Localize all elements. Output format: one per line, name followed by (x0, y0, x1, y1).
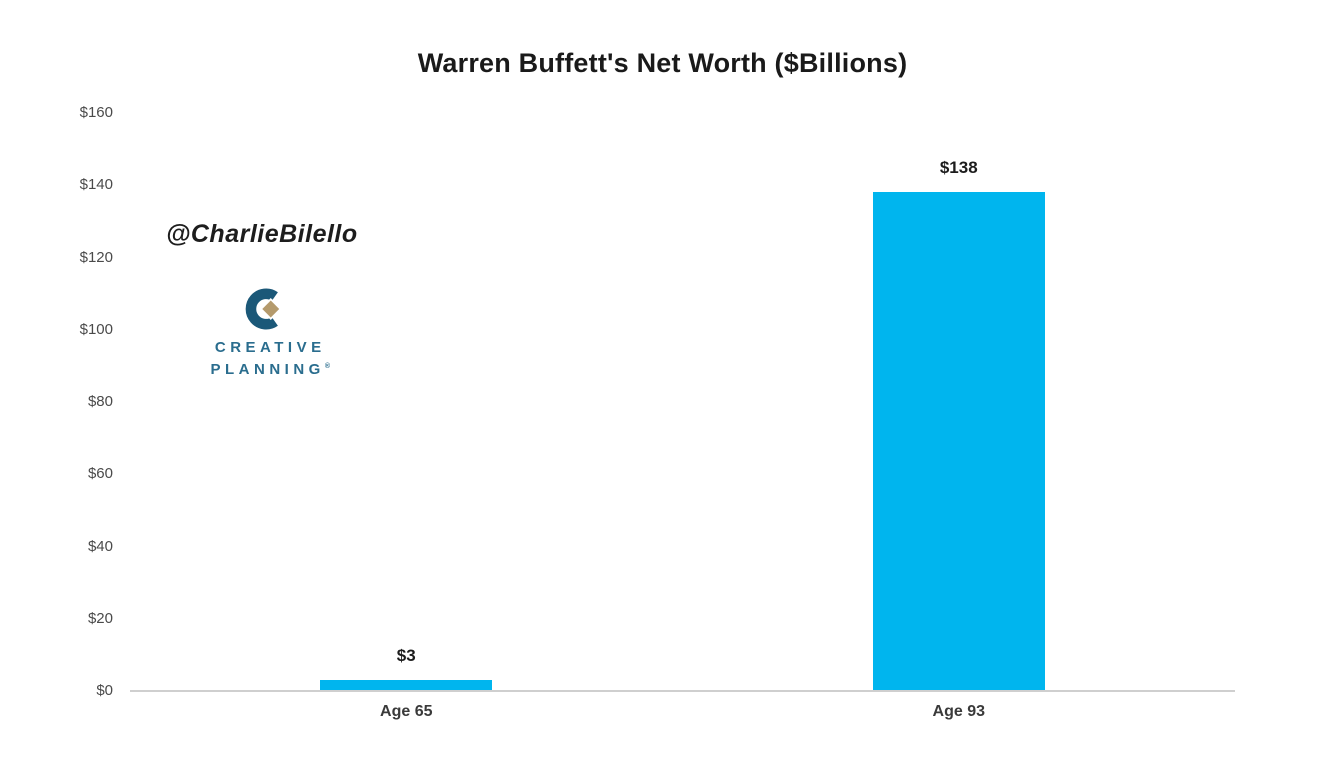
y-axis-tick-label: $160 (79, 104, 113, 121)
bar-age-93 (872, 192, 1045, 691)
bar-age-65 (320, 680, 493, 691)
y-axis-tick-label: $80 (87, 393, 113, 410)
logo-text-creative: CREATIVE (214, 339, 326, 356)
y-axis-tick-label: $60 (87, 465, 113, 483)
watermark-author-handle: @CharlieBilello (166, 220, 358, 248)
x-axis-baseline (130, 690, 1235, 692)
logo-trademark: ® (324, 363, 330, 370)
x-axis-category-label: Age 93 (932, 703, 985, 720)
y-axis-tick-label: $20 (87, 609, 113, 627)
creative-planning-logo: CREATIVE PLANNING® (193, 286, 343, 379)
logo-c-arc (245, 288, 278, 330)
y-axis-tick-label: $120 (79, 248, 113, 266)
bar-value-label: $138 (939, 158, 978, 178)
y-axis-tick-label: $140 (79, 176, 113, 194)
creative-planning-logo-icon (245, 288, 282, 330)
y-axis-tick-label: $40 (87, 537, 113, 555)
bar-value-label: $3 (396, 646, 416, 666)
logo-text-planning: PLANNING® (210, 361, 330, 378)
y-axis-tick-label: $0 (96, 682, 113, 699)
y-axis-tick-label: $100 (79, 320, 113, 338)
chart-title: Warren Buffett's Net Worth ($Billions) (417, 48, 908, 78)
logo-diamond (262, 300, 280, 318)
x-axis-category-label: Age 65 (380, 703, 433, 720)
